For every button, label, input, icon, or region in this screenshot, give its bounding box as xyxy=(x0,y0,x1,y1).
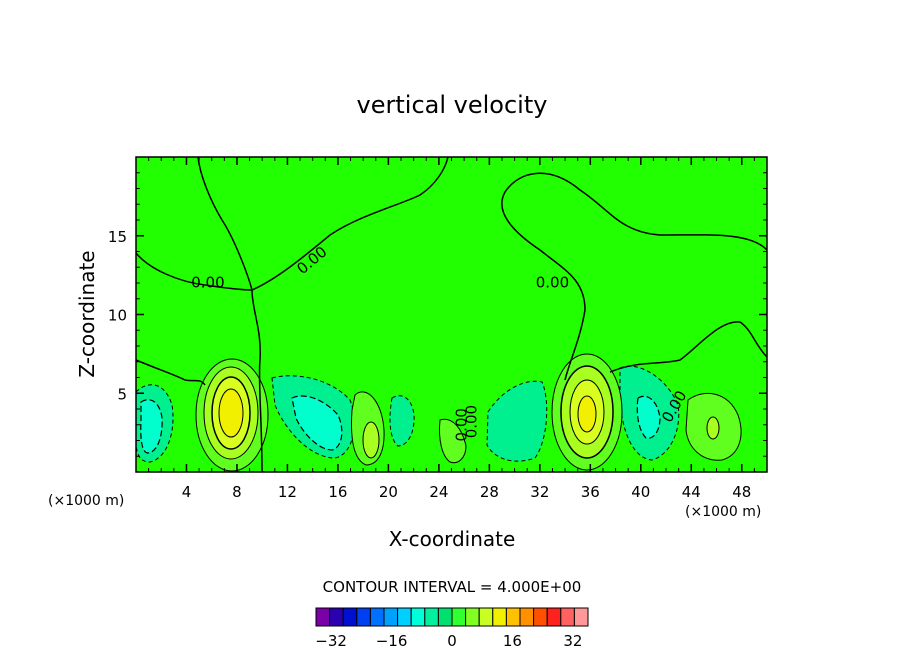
colorbar-tick-label: 16 xyxy=(503,632,522,650)
colorbar-swatch xyxy=(478,607,494,627)
x-tick-label: 32 xyxy=(530,483,549,501)
x-tick-label: 36 xyxy=(581,483,600,501)
x-unit-left: (×1000 m) xyxy=(48,493,124,509)
colorbar-swatch xyxy=(546,607,562,627)
colorbar-swatch xyxy=(573,607,589,627)
chart-title: vertical velocity xyxy=(357,91,548,119)
x-axis: 4 8 12 16 20 24 28 32 36 40 44 48 xyxy=(148,157,755,501)
contour-label: 0.00 xyxy=(453,408,471,441)
contour-interval-text: CONTOUR INTERVAL = 4.000E+00 xyxy=(323,578,582,596)
colorbar-swatch xyxy=(560,607,575,627)
neg-region-2-core xyxy=(291,395,343,451)
pos-max-1-core xyxy=(218,388,244,438)
colorbar-swatch xyxy=(519,607,535,627)
x-tick-label: 12 xyxy=(278,483,297,501)
contour-label: 0.00 xyxy=(191,274,224,292)
x-tick-label: 20 xyxy=(379,483,398,501)
zero-contour-right xyxy=(501,172,768,381)
colorbar: −32 −16 0 16 32 xyxy=(315,607,589,650)
y-axis-label: Z-coordinate xyxy=(75,250,99,377)
colorbar-swatch xyxy=(329,607,344,627)
colorbar-swatch xyxy=(356,607,371,627)
colorbar-swatch xyxy=(315,607,331,627)
colorbar-swatch xyxy=(492,607,507,627)
zero-contour-top xyxy=(251,156,449,291)
positive-regions xyxy=(195,353,742,472)
x-unit-right: (×1000 m) xyxy=(685,504,761,520)
plot-area: 0.000.000.000.000.00 0.00 xyxy=(135,156,768,473)
pos-region-2-core xyxy=(362,421,380,459)
colorbar-swatch xyxy=(505,607,521,627)
neg-region-5-core xyxy=(636,395,661,439)
contour-label: 0.00 xyxy=(536,274,569,292)
x-axis-label: X-coordinate xyxy=(389,527,516,551)
pos-region-4-core xyxy=(706,416,720,440)
colorbar-tick-label: −16 xyxy=(376,632,408,650)
x-tick-label: 44 xyxy=(682,483,701,501)
zero-contours xyxy=(135,156,768,473)
x-tick-label: 4 xyxy=(182,483,192,501)
colorbar-swatch xyxy=(465,607,480,627)
y-axis: 5 10 15 xyxy=(108,172,767,457)
neg-region-1-core xyxy=(140,399,163,454)
colorbar-swatch xyxy=(342,607,358,627)
x-tick-label: 48 xyxy=(732,483,751,501)
negative-regions xyxy=(135,365,680,463)
x-tick-label: 40 xyxy=(631,483,650,501)
zero-contour-right-lower xyxy=(609,321,768,373)
y-tick-label: 10 xyxy=(108,307,127,325)
y-tick-label: 5 xyxy=(117,385,127,403)
zero-contour-base xyxy=(135,359,206,386)
y-tick-label: 15 xyxy=(108,228,127,246)
colorbar-swatch xyxy=(451,607,467,627)
colorbar-swatch xyxy=(533,607,548,627)
zero-contour-left xyxy=(135,156,253,291)
colorbar-swatch xyxy=(424,607,439,627)
contour-label: 0.00 xyxy=(463,405,481,438)
colorbar-swatch xyxy=(410,607,426,627)
zero-contour-left-lower xyxy=(251,289,263,473)
colorbar-tick-label: −32 xyxy=(315,632,347,650)
x-tick-label: 16 xyxy=(328,483,347,501)
x-tick-label: 24 xyxy=(429,483,448,501)
x-tick-label: 28 xyxy=(480,483,499,501)
pos-max-2-core xyxy=(577,395,597,433)
colorbar-swatch xyxy=(397,607,412,627)
x-tick-label: 8 xyxy=(232,483,242,501)
colorbar-swatch xyxy=(369,607,385,627)
neg-region-3 xyxy=(389,395,415,447)
pos-region-3 xyxy=(439,418,467,464)
colorbar-tick-label: 0 xyxy=(447,632,457,650)
neg-region-4 xyxy=(486,380,548,462)
colorbar-swatch xyxy=(437,607,453,627)
colorbar-swatch xyxy=(383,607,399,627)
colorbar-tick-label: 32 xyxy=(563,632,582,650)
